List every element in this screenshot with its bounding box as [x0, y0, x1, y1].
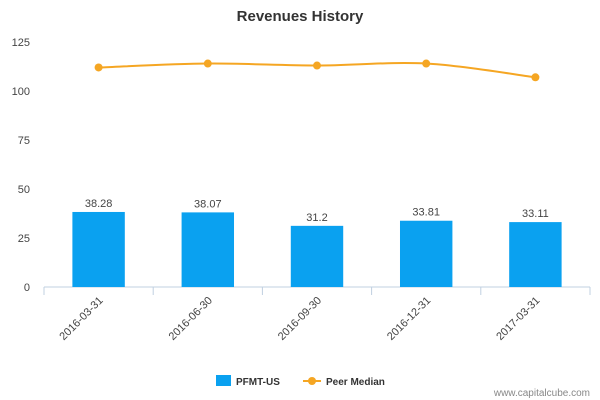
y-tick-label: 50 — [18, 184, 30, 196]
y-tick-label: 125 — [12, 37, 30, 49]
chart-title: Revenues History — [237, 8, 364, 25]
y-tick-label: 25 — [18, 233, 30, 245]
bar-series: 38.28 38.07 31.2 33.81 33.11 — [72, 198, 562, 287]
x-axis: 2016-03-31 2016-06-30 2016-09-30 2016-12-31… — [43, 286, 591, 343]
line-point[interactable] — [313, 61, 321, 70]
x-tick-label: 2017-03-31 — [494, 295, 542, 343]
legend: PFMT-US Peer Median — [216, 375, 385, 388]
bar-data-label: 38.07 — [194, 198, 222, 210]
line-point[interactable] — [531, 73, 540, 82]
bar-data-label: 33.11 — [522, 208, 549, 220]
legend-bar-swatch — [216, 375, 231, 386]
legend-label-bar[interactable]: PFMT-US — [236, 377, 280, 388]
bar-data-label: 31.2 — [306, 212, 327, 224]
y-tick-label: 75 — [18, 135, 30, 147]
legend-line-marker — [308, 377, 316, 385]
line-point[interactable] — [203, 59, 212, 68]
legend-label-line[interactable]: Peer Median — [326, 377, 385, 388]
bar[interactable] — [509, 222, 562, 287]
y-tick-label: 0 — [24, 282, 30, 294]
bar-data-label: 33.81 — [412, 207, 440, 219]
bar-data-label: 38.28 — [85, 198, 113, 210]
x-tick-label: 2016-06-30 — [167, 295, 215, 343]
bar[interactable] — [399, 220, 453, 287]
y-axis: 0 25 50 75 100 125 — [12, 37, 30, 294]
x-tick-label: 2016-09-30 — [276, 295, 324, 343]
bar[interactable] — [181, 212, 235, 287]
x-tick-label: 2016-03-31 — [57, 295, 105, 343]
y-tick-label: 100 — [12, 86, 30, 98]
credit-text: www.capitalcube.com — [493, 388, 590, 399]
bar[interactable] — [290, 225, 344, 287]
line-point[interactable] — [422, 59, 431, 68]
bar[interactable] — [72, 211, 125, 287]
line-point[interactable] — [94, 63, 103, 72]
line-series — [94, 59, 540, 82]
x-tick-label: 2016-12-31 — [385, 295, 433, 343]
